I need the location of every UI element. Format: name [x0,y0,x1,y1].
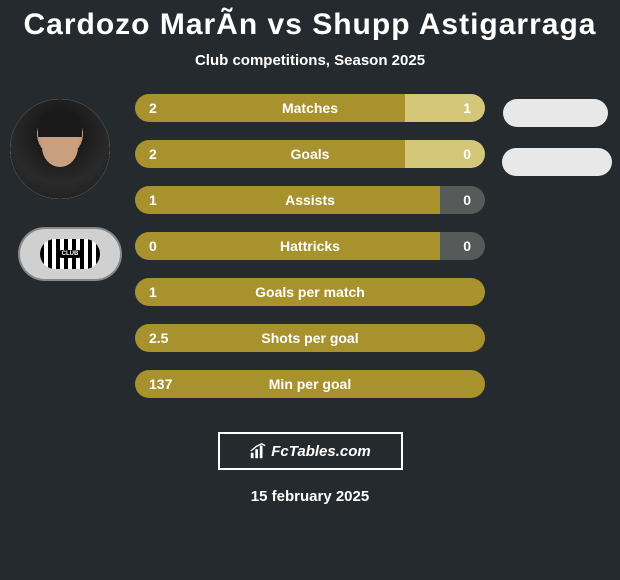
page-title: Cardozo MarÃ­n vs Shupp Astigarraga [0,8,620,42]
brand-label: FcTables.com [271,443,370,460]
stat-right-value: 0 [405,140,486,168]
club-badge-left: CLUB [20,229,120,279]
subtitle: Club competitions, Season 2025 [0,52,620,69]
player-right-avatar-1 [503,99,608,127]
chart-icon [249,442,267,460]
club-badge-label: CLUB [58,250,83,258]
stat-right-value: 0 [440,186,486,214]
stats-table: 21Matches 20Goals 10Assists 00Hattricks 1Goa… [135,94,485,398]
comparison-card: Cardozo MarÃ­n vs Shupp Astigarraga Club… [0,0,620,580]
stat-left-value: 137 [135,370,485,398]
stat-row: 00Hattricks [135,232,485,260]
stat-right-value: 0 [440,232,486,260]
stat-left-value: 2.5 [135,324,485,352]
stat-right-value: 1 [405,94,486,122]
stat-row: 20Goals [135,140,485,168]
stat-left-value: 2 [135,140,405,168]
stat-left-value: 0 [135,232,440,260]
player-right-avatar-2 [502,148,612,176]
stat-row: 21Matches [135,94,485,122]
brand-badge[interactable]: FcTables.com [218,432,403,470]
player-left-avatar [10,99,110,199]
stat-row: 137Min per goal [135,370,485,398]
stat-left-value: 1 [135,186,440,214]
stat-row: 2.5Shots per goal [135,324,485,352]
stat-row: 10Assists [135,186,485,214]
stat-row: 1Goals per match [135,278,485,306]
stat-left-value: 1 [135,278,485,306]
main-area: CLUB 21Matches 20Goals 10Assists 00Hattrick… [0,94,620,424]
face-placeholder-icon [10,99,110,199]
stat-left-value: 2 [135,94,405,122]
date-label: 15 february 2025 [0,488,620,505]
